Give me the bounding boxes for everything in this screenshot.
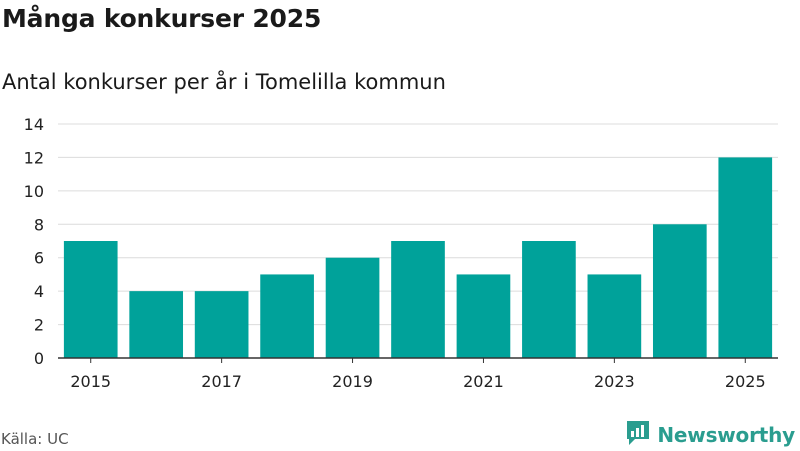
bar-2015 (63, 241, 118, 358)
bar-2018 (260, 274, 314, 358)
y-tick-label: 4 (34, 282, 44, 301)
bar-2023 (587, 274, 642, 358)
y-tick-label: 8 (34, 215, 44, 234)
brand-logo: Newsworthy (625, 419, 795, 451)
bar-2017 (194, 291, 249, 358)
x-tick-label: 2019 (332, 372, 373, 391)
x-tick-label: 2017 (201, 372, 242, 391)
x-tick-label: 2025 (725, 372, 766, 391)
y-tick-label: 2 (34, 316, 44, 335)
x-tick-label: 2015 (70, 372, 111, 391)
chart-title: Många konkurser 2025 (2, 4, 322, 33)
y-tick-label: 6 (34, 249, 44, 268)
bar-2025 (718, 157, 773, 358)
bar-2019 (325, 257, 380, 358)
y-tick-label: 12 (24, 148, 44, 167)
y-tick-label: 14 (24, 115, 44, 134)
brand-name: Newsworthy (657, 423, 795, 447)
bar-2020 (391, 241, 445, 358)
bar-2024 (652, 224, 707, 358)
bar-2021 (456, 274, 511, 358)
newsworthy-icon (625, 419, 651, 451)
bar-2022 (522, 241, 576, 358)
x-tick-label: 2023 (594, 372, 635, 391)
x-tick-label: 2021 (463, 372, 504, 391)
y-tick-label: 0 (34, 349, 44, 368)
chart-subtitle: Antal konkurser per år i Tomelilla kommu… (2, 70, 446, 94)
bar-2016 (129, 291, 184, 358)
source-note: Källa: UC (1, 430, 69, 448)
y-tick-label: 10 (24, 182, 44, 201)
